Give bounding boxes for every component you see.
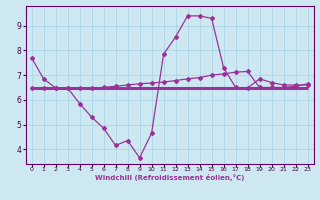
X-axis label: Windchill (Refroidissement éolien,°C): Windchill (Refroidissement éolien,°C) bbox=[95, 174, 244, 181]
